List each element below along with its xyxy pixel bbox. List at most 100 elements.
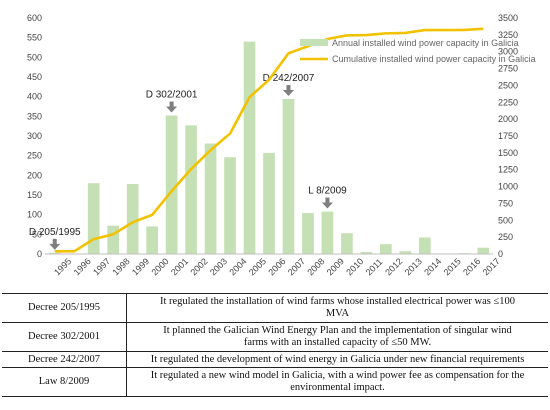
description-line: It regulated a new wind model in Galicia… [150, 370, 525, 381]
y-tick-label: 1250 [498, 165, 518, 175]
y-tick-label: 600 [27, 13, 42, 23]
annotation-arrow-head [49, 243, 61, 250]
law-name: Law 8/2009 [2, 367, 127, 397]
law-name: Decree 242/2007 [2, 351, 127, 368]
x-tick-label: 2002 [188, 256, 209, 277]
bar [126, 183, 139, 254]
annotation-arrow-shaft [286, 85, 291, 92]
bar [263, 152, 275, 254]
x-tick-label: 1997 [91, 256, 112, 277]
y-tick-label: 300 [27, 131, 42, 141]
x-tick-label: 2016 [461, 256, 482, 277]
x-tick-label: 2010 [344, 256, 365, 277]
x-tick-label: 2006 [266, 256, 287, 277]
x-tick-label: 2003 [208, 256, 229, 277]
description-line: environmental impact. [290, 382, 385, 393]
y-tick-label: 0 [498, 249, 503, 259]
annotation-arrow-head [282, 90, 294, 97]
law-name: Decree 205/1995 [2, 293, 127, 323]
bar [418, 237, 431, 254]
annotation-label: D 205/1995 [29, 227, 81, 238]
x-tick-label: 2009 [325, 256, 346, 277]
description-line: It planned the Galician Wind Energy Plan… [163, 325, 512, 336]
series-line [54, 27, 484, 253]
table-row: Decree 205/1995 It regulated the install… [2, 293, 548, 323]
x-tick-label: 2007 [286, 256, 307, 277]
bar [204, 143, 217, 254]
y-tick-label: 2250 [498, 97, 518, 107]
annotation-label: L 8/2009 [308, 186, 347, 197]
y-tick-label: 750 [498, 198, 513, 208]
y-tick-label: 400 [27, 92, 42, 102]
annotation-arrow-shaft [325, 197, 330, 204]
y-tick-label: 550 [27, 33, 42, 43]
table-row: Decree 302/2001 It planned the Galician … [2, 322, 548, 352]
y-tick-label: 250 [27, 151, 42, 161]
x-tick-label: 1999 [130, 256, 151, 277]
x-tick-label: 2017 [481, 256, 502, 277]
right-axis-ticks: 0 250 500 750 1000 1250 1500 1750 2000 2250 2500 27… [498, 13, 518, 259]
decrees-table: Decree 205/1995 It regulated the install… [2, 293, 548, 397]
y-tick-label: 1500 [498, 148, 518, 158]
y-tick-label: 50 [32, 229, 42, 239]
bar [224, 157, 236, 254]
description-line: farms with an installed capacity of ≤50 … [243, 337, 432, 348]
x-tick-label: 1996 [72, 256, 93, 277]
law-description: It planned the Galician Wind Energy Plan… [126, 322, 548, 352]
y-tick-label: 2750 [498, 64, 518, 74]
x-tick-label: 2004 [227, 256, 248, 277]
x-tick-label: 2013 [403, 256, 424, 277]
bar [341, 233, 353, 254]
annotation-arrow-head [321, 202, 333, 209]
x-tick-label: 2000 [149, 256, 170, 277]
bar [302, 213, 314, 254]
table-row: Decree 242/2007 It regulated the develop… [2, 351, 548, 368]
y-tick-label: 0 [37, 249, 42, 259]
bar-series [48, 41, 490, 255]
y-tick-label: 2500 [498, 80, 518, 90]
wind-capacity-chart: 0 50 100 150 200 250 300 350 400 450 500 550 600 0 25… [27, 13, 536, 278]
bar [282, 99, 295, 254]
description-line: It regulated the installation of wind fa… [159, 296, 516, 307]
x-tick-label: 1998 [111, 256, 132, 277]
x-tick-label: 2011 [364, 257, 385, 278]
line-series [54, 27, 484, 253]
x-tick-label: 1995 [52, 256, 73, 277]
annotation-arrow-head [166, 106, 178, 113]
bar [48, 252, 61, 254]
bar [185, 125, 197, 254]
bar [243, 41, 256, 254]
bar [477, 247, 490, 254]
bar [87, 183, 100, 254]
law-name: Decree 302/2001 [2, 322, 127, 352]
annotation-label: D 302/2001 [146, 90, 198, 101]
law-description: It regulated the development of wind ene… [126, 351, 548, 368]
legend-label: Cumulative installed wind power capacity… [332, 54, 536, 64]
table-row: Law 8/2009 It regulated a new wind model… [2, 367, 548, 397]
x-tick-label: 2014 [422, 256, 443, 277]
bar [146, 226, 158, 254]
description-line: It regulated the development of wind ene… [150, 353, 525, 365]
law-description: It regulated a new wind model in Galicia… [126, 367, 548, 397]
x-tick-label: 2005 [247, 256, 268, 277]
y-tick-label: 200 [27, 170, 42, 180]
legend: Annual installed wind power capacity in … [300, 38, 536, 64]
description-line: MVA [325, 308, 350, 319]
y-tick-label: 150 [27, 190, 42, 200]
y-tick-label: 350 [27, 111, 42, 121]
y-tick-label: 100 [27, 210, 42, 220]
x-tick-label: 2001 [169, 256, 190, 277]
y-tick-label: 450 [27, 72, 42, 82]
y-tick-label: 3000 [498, 47, 518, 57]
bar [380, 244, 392, 254]
y-tick-label: 250 [498, 232, 513, 242]
decree-annotations: D 205/1995 D 302/2001 D 242/2007 L 8/2009 [29, 73, 347, 250]
y-tick-label: 3500 [498, 13, 518, 23]
legend-swatch [300, 39, 328, 46]
annotation-arrow-shaft [52, 238, 57, 245]
bar [321, 211, 334, 254]
x-tick-label: 2008 [305, 256, 326, 277]
bar [399, 251, 412, 254]
y-tick-label: 500 [498, 215, 513, 225]
annotation-arrow-shaft [169, 101, 174, 108]
